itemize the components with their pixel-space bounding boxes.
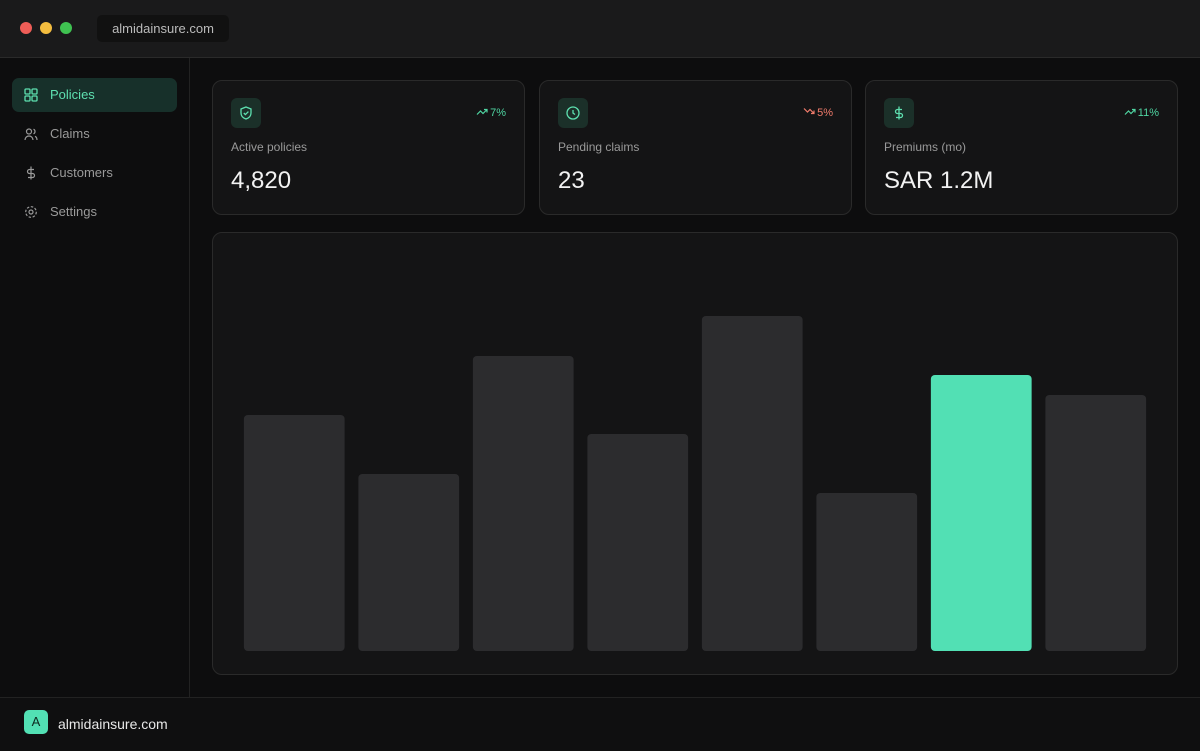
- trend-value: 7%: [490, 107, 506, 119]
- bar[interactable]: [358, 474, 460, 651]
- gear-icon: [25, 206, 37, 218]
- nav-item[interactable]: Customers: [12, 156, 177, 190]
- minimize-dot[interactable]: [40, 22, 52, 34]
- nav-label: Policies: [50, 87, 95, 102]
- bar[interactable]: [930, 375, 1032, 651]
- nav-item[interactable]: Settings: [12, 195, 177, 229]
- bar[interactable]: [1045, 395, 1147, 651]
- nav-item[interactable]: Policies: [12, 78, 177, 112]
- card-value: 4,820: [231, 167, 292, 194]
- trend: 5%: [803, 107, 833, 119]
- stat-card: 7% Active policies 4,820: [212, 80, 525, 215]
- trend-arrow: [476, 108, 488, 115]
- footer: A almidainsure.com: [0, 697, 1200, 751]
- brand: almidainsure.com: [58, 716, 168, 732]
- nav-label: Settings: [50, 204, 97, 219]
- bar[interactable]: [472, 356, 574, 651]
- trend-arrow: [803, 108, 815, 115]
- bar[interactable]: [701, 316, 803, 651]
- card-icon: [231, 98, 261, 128]
- maximize-dot[interactable]: [60, 22, 72, 34]
- trend-arrow: [1124, 108, 1136, 115]
- avatar-badge: A: [24, 710, 48, 734]
- card-label: Active policies: [231, 140, 308, 154]
- card-value: SAR 1.2M: [884, 167, 994, 194]
- trend: 7%: [476, 107, 506, 119]
- trend: 11%: [1124, 107, 1159, 119]
- bar[interactable]: [243, 415, 345, 651]
- nav-label: Claims: [50, 126, 90, 141]
- nav-label: Customers: [50, 165, 113, 180]
- nav-item[interactable]: Claims: [12, 117, 177, 151]
- stat-card: 11% Premiums (mo) SAR 1.2M: [865, 80, 1178, 215]
- card-label: Pending claims: [558, 140, 640, 154]
- stat-card: 5% Pending claims 23: [539, 80, 852, 215]
- dollar-icon: [26, 166, 36, 180]
- card-label: Premiums (mo): [884, 140, 967, 154]
- trend-value: 5%: [817, 107, 833, 119]
- url-bar[interactable]: almidainsure.com: [97, 15, 229, 42]
- card-value: 23: [558, 167, 585, 194]
- card-icon: [884, 98, 914, 128]
- users-icon: [24, 128, 38, 141]
- close-dot[interactable]: [20, 22, 32, 34]
- chart-panel: [212, 232, 1178, 675]
- trend-value: 11%: [1137, 107, 1159, 119]
- bar[interactable]: [587, 434, 689, 651]
- grid-icon: [24, 88, 38, 102]
- browser-bar: almidainsure.com: [0, 0, 1200, 58]
- bar-chart: [243, 316, 1147, 651]
- bar[interactable]: [816, 493, 918, 651]
- sidebar: Policies Claims Customers Settings: [0, 58, 190, 697]
- card-icon: [558, 98, 588, 128]
